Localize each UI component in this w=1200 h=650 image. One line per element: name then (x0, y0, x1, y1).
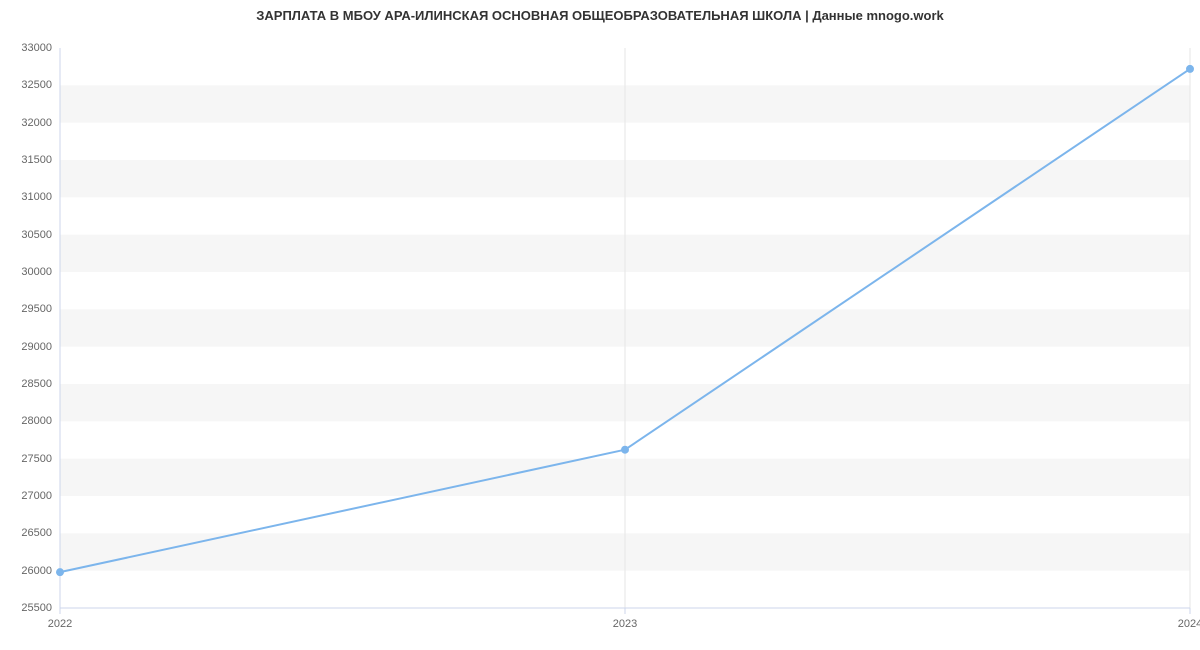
plot-area (60, 48, 1190, 608)
y-tick-label: 30500 (21, 229, 52, 241)
y-tick-label: 27500 (21, 453, 52, 465)
y-tick-label: 26500 (21, 527, 52, 539)
chart-svg (60, 48, 1190, 616)
y-tick-label: 31500 (21, 154, 52, 166)
y-tick-label: 33000 (21, 42, 52, 54)
y-tick-label: 28500 (21, 378, 52, 390)
y-tick-label: 30000 (21, 266, 52, 278)
chart-title: ЗАРПЛАТА В МБОУ АРА-ИЛИНСКАЯ ОСНОВНАЯ ОБ… (0, 8, 1200, 23)
y-tick-label: 32000 (21, 117, 52, 129)
y-tick-label: 27000 (21, 490, 52, 502)
salary-line-chart: ЗАРПЛАТА В МБОУ АРА-ИЛИНСКАЯ ОСНОВНАЯ ОБ… (0, 0, 1200, 650)
x-tick-label: 2023 (613, 618, 637, 630)
y-tick-label: 31000 (21, 191, 52, 203)
x-tick-label: 2022 (48, 618, 72, 630)
y-tick-label: 29000 (21, 341, 52, 353)
y-tick-label: 28000 (21, 415, 52, 427)
y-tick-label: 29500 (21, 303, 52, 315)
y-tick-label: 26000 (21, 565, 52, 577)
y-tick-label: 32500 (21, 79, 52, 91)
x-tick-label: 2024 (1178, 618, 1200, 630)
y-tick-label: 25500 (21, 602, 52, 614)
